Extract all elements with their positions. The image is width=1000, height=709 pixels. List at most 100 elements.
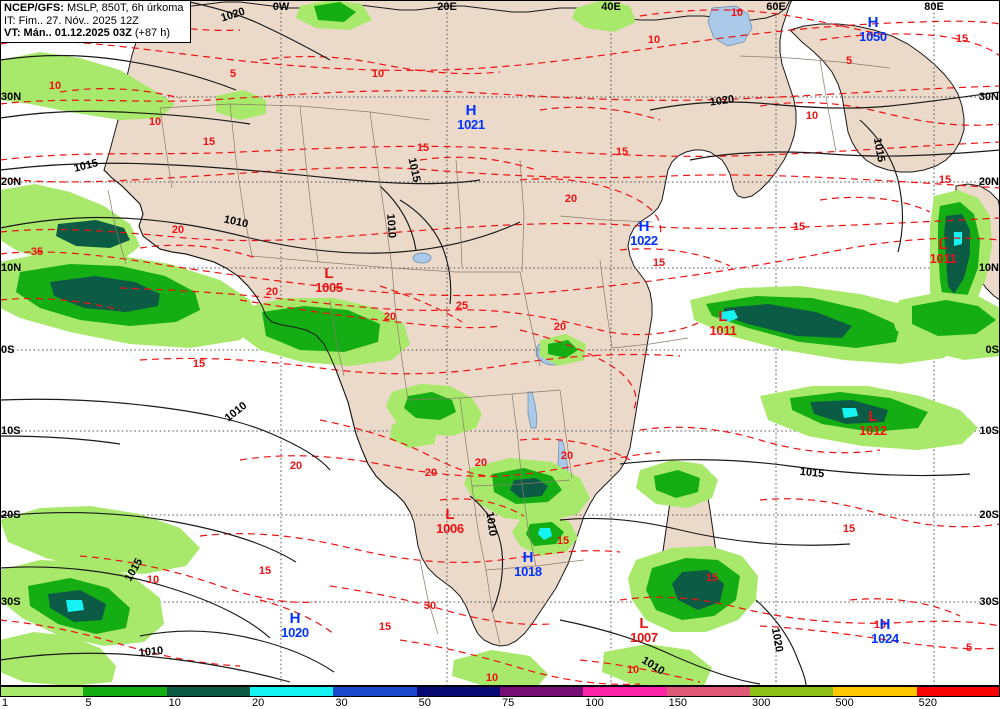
isotherm-line [139,244,257,259]
colorbar-tick-10: 10 [168,697,181,709]
country-border [407,389,561,401]
isotherm-label: 10 [146,574,160,586]
colorbar-segment[interactable] [333,686,417,697]
colorbar-segment[interactable] [0,686,84,697]
colorbar-segment[interactable] [83,686,167,697]
lake-chad [412,252,432,264]
isobar-line [0,162,481,185]
isotherm-label: 35 [30,246,44,258]
country-border [419,559,439,635]
isobar-label: 1010 [384,213,398,239]
precip-area-dark2 [56,220,130,248]
precip-area-light [0,632,116,686]
precip-area-highlight [718,310,738,322]
isotherm-line [239,451,661,477]
colorbar-segment[interactable] [416,686,500,697]
isotherm-line [819,33,1000,57]
colorbar-tick-300: 300 [752,697,771,709]
isobar-line [0,216,521,254]
isobar-group [0,0,1000,686]
isotherm-label: 20 [289,460,303,472]
isotherm-label: 10 [626,664,640,676]
isotherm-line [139,353,681,375]
arabia-iran-landmass [789,23,965,173]
isotherm-line [539,106,661,121]
isotherm-label: 15 [258,565,272,577]
colorbar-segment[interactable] [249,686,334,697]
lake-tanganyika [527,391,538,429]
precip-area-highlight [954,232,962,246]
isotherm-label: 15 [615,146,629,158]
country-border-group [107,55,891,645]
colorbar-segment[interactable] [166,686,250,697]
precip-area-highlight [538,528,552,540]
coastline [329,355,411,513]
isotherm-line [329,585,551,625]
colorbar-segment[interactable] [499,686,584,697]
latitude-label-right-30S: 30S [979,596,999,608]
latitude-label-right-10N: 10N [978,262,999,274]
isotherm-line [579,659,701,683]
colorbar-segment[interactable] [916,686,1000,697]
isotherm-line [79,555,317,603]
colorbar-tick-75: 75 [502,697,515,709]
country-border [521,483,537,567]
colorbar-segment[interactable] [666,686,750,697]
isotherm-label: 10 [48,80,62,92]
country-border [485,569,501,645]
colorbar-segments[interactable] [0,686,1000,697]
isotherm-line [59,88,181,99]
colorbar-segment[interactable] [749,686,834,697]
isobar-line [139,630,335,673]
precip-area-darkest [672,570,724,610]
model-params-label: MSLP, 850T, 6h úrkoma [63,2,184,14]
precip-area-light [0,52,175,120]
country-border [107,189,127,265]
isotherm-line [759,625,1000,650]
latitude-label-left-0S: 0S [1,344,15,356]
isotherm-line [199,533,621,563]
colorbar-tick-520: 520 [918,697,938,709]
isotherm-line [639,9,881,35]
country-border [819,59,837,153]
latitude-label-right-30N: 30N [978,91,999,103]
precipitation-field [0,0,1000,686]
isotherm-label: 25 [455,300,469,312]
country-border [329,299,345,377]
country-border [485,559,585,571]
coastline [103,169,331,357]
country-border [511,393,523,485]
isotherm-label: 20 [564,193,578,205]
latitude-label-right-20S: 20S [979,509,999,521]
longitude-label-20E: 20E [437,1,457,13]
isotherm-label: 15 [955,33,969,45]
isotherm-label: 15 [416,142,430,154]
country-border [599,259,613,349]
map-canvas[interactable]: 0W 20E 40E 60E 80E 30N 20N 10N 0S 10S 20S 30S 30N 2… [0,0,1000,686]
isotherm-label: 10 [148,116,162,128]
isotherm-label: 15 [192,358,206,370]
isotherm-line [239,299,501,329]
isotherm-line [619,596,1000,627]
info-line-model: NCEP/GFS: MSLP, 850T, 6h úrkoma [4,2,184,15]
isobar-line [859,119,904,253]
isotherm-label: 10 [371,68,385,80]
isobar-line [649,91,1000,111]
isotherm-label: 15 [202,136,216,148]
latitude-label-left-10N: 10N [1,262,22,274]
isotherm-label: 15 [938,174,952,186]
isotherm-line [119,287,701,336]
precip-area-light [572,0,636,32]
isotherm-line [0,85,1000,105]
country-border [159,107,173,189]
isobar-line [559,517,851,546]
country-border [519,271,541,367]
isotherm-label: 15 [792,221,806,233]
isobar-line [689,149,1000,161]
isotherm-line [819,196,931,213]
colorbar-segment[interactable] [833,686,917,697]
colorbar-segment[interactable] [583,686,667,697]
precipitation-colorbar[interactable]: 1 5 10 20 30 50 75 100 150 300 500 520 [0,686,1000,709]
precip-area-dark [912,300,996,336]
